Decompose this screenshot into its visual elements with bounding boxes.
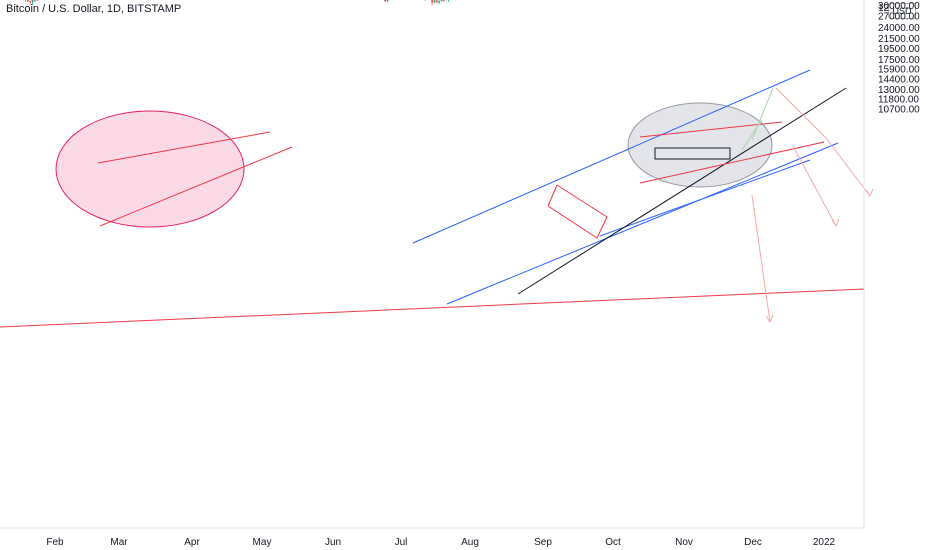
candle-body: [27, 0, 29, 2]
price-tick-label: 21500.00: [878, 34, 920, 45]
consolidation-box: [654, 147, 731, 160]
diamond-3: [547, 205, 598, 239]
projection-green-1: [741, 119, 763, 151]
projection-arrow-head: [865, 188, 874, 198]
diamond-4: [547, 184, 558, 207]
pattern-ellipse-gray: [627, 102, 773, 188]
price-tick-label: 33000.00: [878, 0, 920, 2]
price-tick-label: 30000.00: [878, 1, 920, 12]
diamond-1: [556, 184, 608, 218]
price-tick-label: 19500.00: [878, 44, 920, 55]
time-tick-label: Oct: [605, 537, 621, 548]
diamond-2: [596, 216, 608, 239]
channel-upper-line: [412, 69, 811, 244]
wedge-lower-line: [99, 146, 293, 227]
price-tick-label: 15900.00: [878, 65, 920, 76]
price-axis[interactable]: 110000.0098000.0086000.0078000.0070500.0…: [878, 0, 925, 115]
candle-body: [34, 0, 36, 1]
chart-title: Bitcoin / U.S. Dollar, 1D, BITSTAMP: [6, 3, 182, 15]
time-tick-label: Jul: [395, 537, 408, 548]
candles-layer: [25, 0, 449, 6]
time-axis[interactable]: Feb Mar Apr May Jun Jul Aug Sep Oct Nov Dec 2022: [46, 537, 835, 548]
candle-body: [433, 0, 436, 3]
projection-d: [751, 194, 771, 323]
projection-arrow-head: [831, 218, 840, 228]
currency-button[interactable]: USD: [888, 3, 916, 19]
candle-body: [431, 0, 433, 3]
time-tick-label: Jun: [325, 537, 341, 548]
projection-green-2: [751, 87, 774, 141]
time-tick-label: Sep: [534, 537, 552, 548]
price-tick-label-top: 12: [878, 3, 890, 14]
time-tick-label: 2022: [813, 537, 836, 548]
candle-body: [384, 0, 386, 2]
price-tick-label: 11800.00: [878, 95, 919, 106]
time-tick-label: Nov: [675, 537, 693, 548]
candle-body: [31, 0, 34, 3]
candle-body: [29, 1, 32, 3]
candle-body: [440, 0, 443, 2]
price-tick-label: 17500.00: [878, 55, 920, 66]
channel-inner-line: [599, 159, 811, 237]
wedge-upper-line: [97, 131, 271, 164]
long-support-trendline: [0, 288, 865, 328]
projection-a: [775, 87, 827, 139]
projection-arrow-head: [765, 314, 774, 324]
candle-body: [442, 0, 445, 1]
time-tick-label: Mar: [110, 537, 128, 548]
time-tick-label: Aug: [461, 537, 479, 548]
projection-c: [792, 145, 837, 227]
channel-lower-line: [446, 142, 839, 305]
projection-b: [825, 137, 871, 197]
price-tick-label: 24000.00: [878, 23, 920, 34]
candle-body: [435, 0, 438, 3]
price-tick-label: 13000.00: [878, 85, 920, 96]
price-tick-label: 10700.00: [878, 104, 920, 115]
pattern-ellipse-pink: [55, 110, 245, 228]
time-tick-label: Feb: [46, 537, 64, 548]
price-tick-label: 27000.00: [878, 11, 920, 22]
candle-body: [36, 0, 39, 1]
time-tick-label: May: [253, 537, 272, 548]
pennant-lower: [639, 141, 825, 184]
drawings-layer: [0, 69, 874, 328]
candle-body: [386, 0, 389, 2]
candle-body: [438, 1, 440, 3]
time-tick-label: Apr: [184, 537, 200, 548]
black-trendline: [517, 87, 847, 295]
time-tick-label: Dec: [744, 537, 762, 548]
price-tick-label: 14400.00: [878, 75, 920, 86]
